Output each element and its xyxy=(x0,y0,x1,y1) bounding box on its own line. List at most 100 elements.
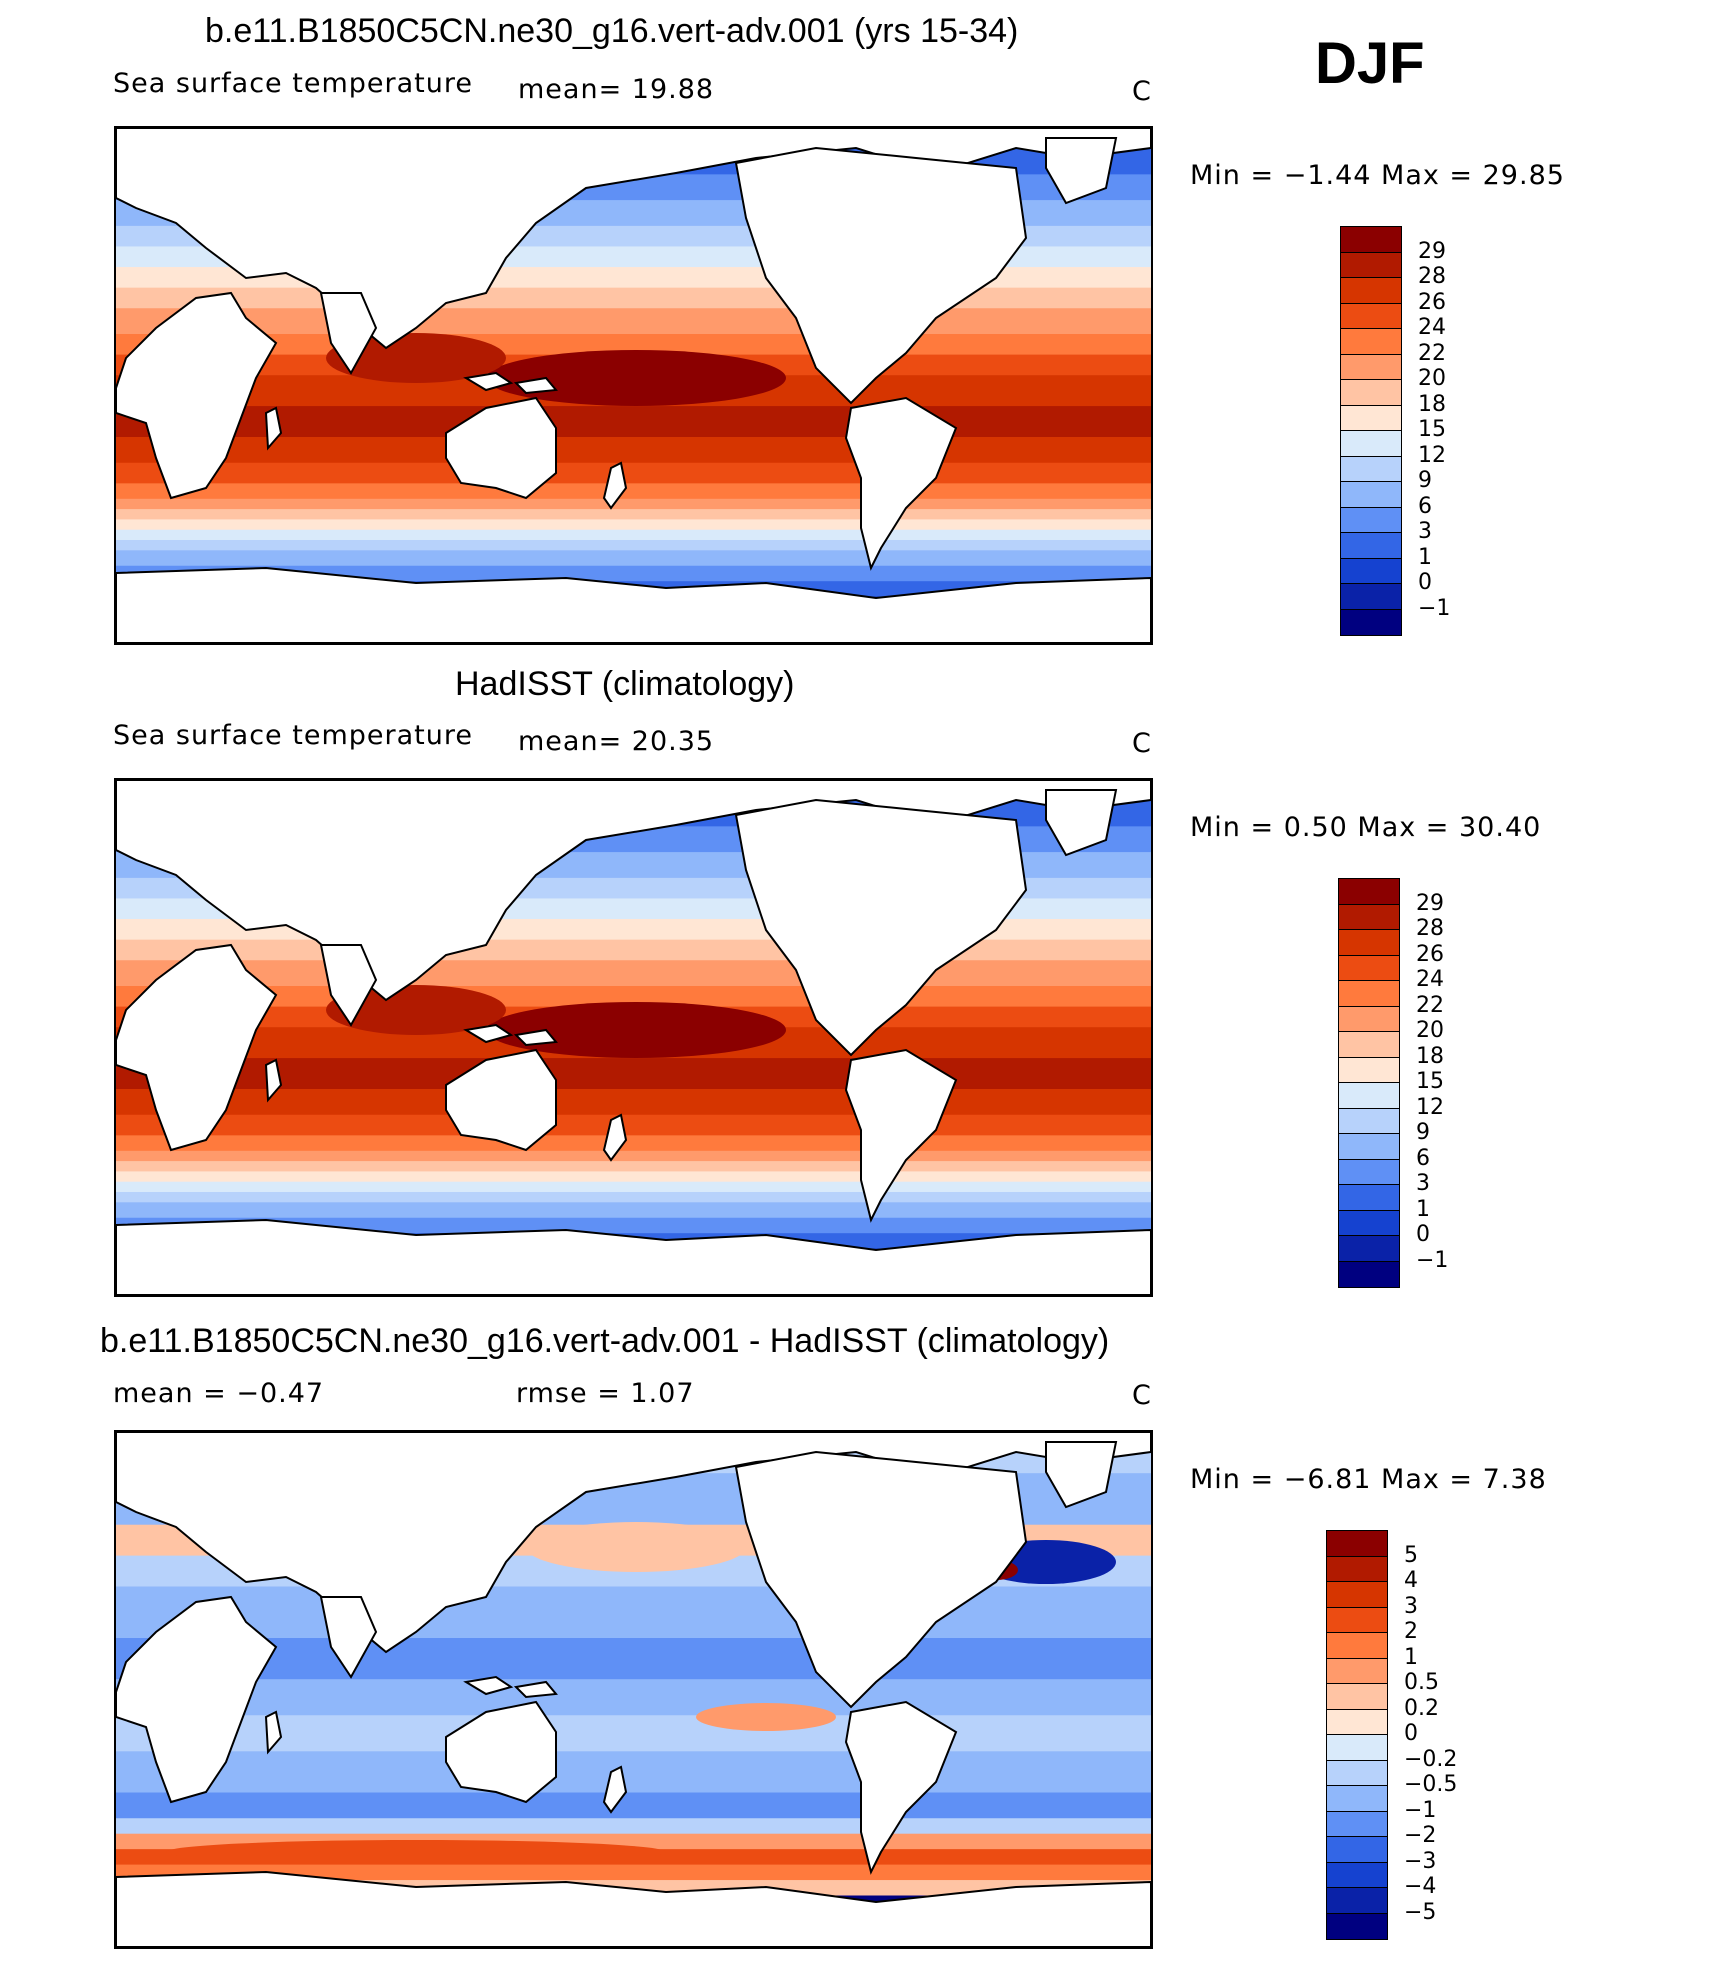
colorbar-label: 1 xyxy=(1404,1644,1418,1670)
land-mass xyxy=(116,1218,1151,1295)
colorbar-swatch xyxy=(1341,558,1401,584)
warm-pool xyxy=(486,1002,786,1058)
colorbar-label: 28 xyxy=(1416,916,1444,941)
colorbar-swatch xyxy=(1339,1032,1399,1058)
colorbar-swatch xyxy=(1341,380,1401,406)
land-mass xyxy=(602,461,628,510)
land-mass xyxy=(734,798,1028,1057)
colorbar-swatch xyxy=(1341,329,1401,355)
ocean-band xyxy=(116,287,1151,310)
panel1-colorbar xyxy=(1340,226,1402,636)
ocean-band xyxy=(116,1114,1151,1137)
north-pacific-anomaly xyxy=(526,1522,746,1572)
land-mass xyxy=(116,566,1151,643)
panel1-units: C xyxy=(1132,76,1152,107)
ocean-band xyxy=(116,498,1151,511)
colorbar-swatch xyxy=(1327,1633,1387,1659)
ocean-band xyxy=(116,540,1151,552)
colorbar-swatch xyxy=(1341,507,1401,533)
land-mass xyxy=(844,1048,958,1223)
colorbar-label: −0.5 xyxy=(1404,1772,1458,1797)
land-mass xyxy=(116,128,1151,350)
panel2-mean: mean= 20.35 xyxy=(518,726,715,757)
colorbar-label: −5 xyxy=(1404,1899,1437,1925)
colorbar-swatch xyxy=(1339,1006,1399,1032)
land-mass xyxy=(116,780,1151,1002)
colorbar-swatch xyxy=(1327,1811,1387,1837)
land-mass xyxy=(734,1450,1028,1709)
colorbar-swatch xyxy=(1341,431,1401,457)
ocean-band xyxy=(116,1792,1151,1820)
panel3-minmax: Min = −6.81 Max = 7.38 xyxy=(1190,1464,1547,1495)
land-mass xyxy=(513,376,558,395)
panel1-map-svg xyxy=(116,128,1151,643)
colorbar-swatch xyxy=(1327,1607,1387,1633)
ocean-band xyxy=(116,1171,1151,1183)
colorbar-swatch xyxy=(1339,1210,1399,1236)
colorbar-label: −1 xyxy=(1416,1247,1449,1273)
colorbar-swatch xyxy=(1327,1582,1387,1608)
colorbar-swatch xyxy=(1327,1735,1387,1761)
colorbar-label: 0 xyxy=(1404,1721,1418,1746)
colorbar-swatch xyxy=(1327,1658,1387,1684)
indian-ocean-warm xyxy=(326,985,506,1035)
land-mass xyxy=(116,1432,1151,1654)
land-mass xyxy=(1045,137,1118,205)
coastlines xyxy=(116,128,1151,643)
ocean-band xyxy=(116,1089,1151,1116)
colorbar-label: 20 xyxy=(1416,1018,1444,1043)
season-label: DJF xyxy=(1315,31,1425,96)
land-mass xyxy=(116,1870,1151,1947)
land-mass xyxy=(1045,1441,1118,1509)
panel1-mean: mean= 19.88 xyxy=(518,74,715,105)
land-mass xyxy=(1045,789,1118,857)
colorbar-label: 22 xyxy=(1418,340,1446,366)
panel3-mean: mean = −0.47 xyxy=(113,1378,325,1409)
colorbar-swatch xyxy=(1341,227,1401,253)
colorbar-swatch xyxy=(1327,1913,1387,1939)
ocean-band xyxy=(116,1864,1151,1882)
colorbar-label: −0.2 xyxy=(1404,1746,1458,1772)
east-pacific-anomaly xyxy=(696,1703,836,1731)
colorbar-swatch xyxy=(1327,1786,1387,1812)
panel1-map xyxy=(114,126,1153,645)
colorbar-label: 6 xyxy=(1416,1145,1430,1171)
panel2-colorbar xyxy=(1338,878,1400,1288)
colorbar-swatch xyxy=(1339,930,1399,956)
land-mass xyxy=(116,1595,278,1804)
land-mass xyxy=(463,1675,514,1696)
colorbar-swatch xyxy=(1339,1261,1399,1287)
panel3-title: b.e11.B1850C5CN.ne30_g16.vert-adv.001 - … xyxy=(100,1322,1110,1360)
colorbar-swatch xyxy=(1341,405,1401,431)
colorbar-label: 26 xyxy=(1416,941,1444,967)
land-mass xyxy=(844,1700,958,1875)
colorbar-swatch xyxy=(1327,1888,1387,1914)
colorbar-label: 18 xyxy=(1418,391,1446,417)
ocean-band xyxy=(116,437,1151,464)
ocean-band xyxy=(116,1818,1151,1835)
land-mass xyxy=(116,943,278,1152)
colorbar-swatch xyxy=(1341,303,1401,329)
panel3-units: C xyxy=(1132,1380,1152,1411)
land-mass xyxy=(264,1710,283,1755)
ocean-band xyxy=(116,1202,1151,1219)
colorbar-swatch xyxy=(1327,1760,1387,1786)
panel2-variable-label: Sea surface temperature xyxy=(113,720,473,751)
ocean-band xyxy=(116,308,1151,335)
colorbar-swatch xyxy=(1341,584,1401,610)
ocean-band xyxy=(116,1058,1151,1090)
panel3-rmse: rmse = 1.07 xyxy=(516,1378,695,1409)
ocean-band xyxy=(116,1638,1151,1681)
colorbar-label: 12 xyxy=(1416,1094,1444,1120)
colorbar-label: 18 xyxy=(1416,1043,1444,1069)
panel3-colorbar xyxy=(1326,1530,1388,1940)
ocean-band xyxy=(116,1586,1151,1639)
colorbar-swatch xyxy=(1341,456,1401,482)
colorbar-label: 29 xyxy=(1416,890,1444,916)
colorbar-label: 0 xyxy=(1416,1222,1430,1247)
land-mass xyxy=(445,396,557,500)
colorbar-label: 9 xyxy=(1418,468,1432,493)
colorbar-label: 26 xyxy=(1418,289,1446,315)
land-mass xyxy=(602,1113,628,1162)
colorbar-swatch xyxy=(1341,354,1401,380)
